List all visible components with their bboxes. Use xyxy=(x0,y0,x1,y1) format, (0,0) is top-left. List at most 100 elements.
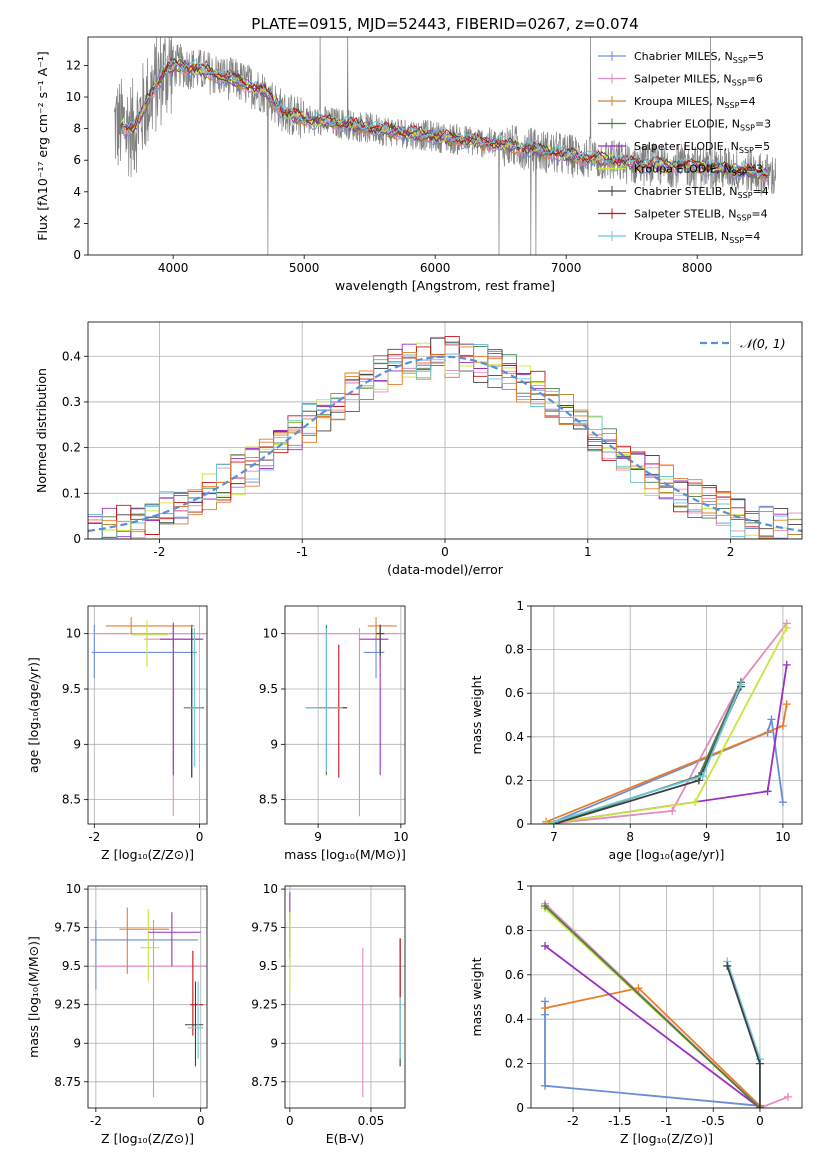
data-point xyxy=(91,624,197,678)
y-tick-label: 9 xyxy=(270,737,278,751)
weight-marker xyxy=(755,1104,764,1108)
weight-marker xyxy=(782,660,791,669)
data-point xyxy=(94,628,207,640)
legend-label: Salpeter MILES, NSSP=6 xyxy=(634,73,763,88)
x-axis-label: age [log₁₀(age/yr)] xyxy=(609,847,725,862)
y-tick-label: 0.3 xyxy=(62,395,81,409)
x-axis-label: wavelength [Angstrom, rest frame] xyxy=(335,278,555,293)
histogram-8 xyxy=(88,344,802,539)
y-tick-label: 12 xyxy=(66,58,81,72)
data-point xyxy=(367,617,397,640)
legend-label-sub: SSP xyxy=(736,214,751,223)
data-point xyxy=(90,919,199,990)
grid-lines xyxy=(531,605,802,825)
legend-label-text: Chabrier MILES, N xyxy=(634,50,733,63)
y-tick-label: 0.8 xyxy=(505,923,524,937)
data-point xyxy=(286,628,400,817)
axes-frame xyxy=(530,885,803,1109)
x-tick-label: 9 xyxy=(703,830,711,844)
data-point xyxy=(105,617,195,634)
x-tick-label: -1 xyxy=(296,545,308,559)
legend-label-text: Kroupa MILES, N xyxy=(634,95,724,108)
data-point xyxy=(131,620,169,667)
legend-label-text: Chabrier ELODIE, N xyxy=(634,118,740,131)
x-tick-label: 7 xyxy=(550,830,558,844)
legend-label-sub: SSP xyxy=(732,79,747,88)
y-tick-label: 4 xyxy=(73,185,81,199)
y-tick-label: 8.75 xyxy=(54,1075,81,1089)
x-tick-label: 10 xyxy=(775,830,790,844)
histogram-0 xyxy=(88,342,802,539)
y-tick-label: 0.8 xyxy=(505,643,524,657)
y-tick-label: 0.2 xyxy=(62,441,81,455)
y-tick-label: 8.5 xyxy=(62,793,81,807)
y-tick-label: 10 xyxy=(263,882,278,896)
weight-marker xyxy=(541,901,550,910)
legend-label: Salpeter ELODIE, NSSP=5 xyxy=(634,140,770,155)
weight-line-7 xyxy=(553,684,742,823)
legend-label: Salpeter STELIB, NSSP=4 xyxy=(634,208,768,223)
legend-label-tail: =4 xyxy=(739,95,755,108)
legend-label: Chabrier STELIB, NSSP=4 xyxy=(634,185,769,200)
panel-1: 4000 5000 6000 7000 8000 0 2 4 6 8 10 12 wavelength … xyxy=(35,15,803,293)
legend-label-sub: SSP xyxy=(724,101,739,110)
x-tick-label: -2 xyxy=(153,545,165,559)
legend-label-sub: SSP xyxy=(738,191,753,200)
data-point xyxy=(189,628,203,767)
legend-label-tail: =6 xyxy=(747,73,763,86)
weight-marker xyxy=(698,772,707,781)
y-tick-label: 0.4 xyxy=(505,730,524,744)
panel-4: 9 10 8.5 9 9.5 10 mass [log₁₀(M/M⊙)] xyxy=(259,605,409,862)
chart-title: PLATE=0915, MJD=52443, FIBERID=0267, z=0… xyxy=(251,15,638,33)
plot-area xyxy=(88,336,802,539)
model-spectrum-1 xyxy=(120,63,769,184)
legend-label-sub: SSP xyxy=(729,236,744,245)
plot-area xyxy=(91,617,207,817)
legend-label-sub: SSP xyxy=(740,124,755,133)
panel-2: -2 -1 0 1 2 0 0.1 0.2 0.3 0.4 (data-model)/error No… xyxy=(34,321,803,577)
x-tick-label: -2 xyxy=(567,1114,579,1128)
y-axis-label: Flux [fλ10⁻¹⁷ erg cm⁻² s⁻¹ A⁻¹] xyxy=(35,51,50,240)
legend-label-sub: SSP xyxy=(739,146,754,155)
y-tick-label: 9.75 xyxy=(251,921,278,935)
x-tick-label: 0 xyxy=(196,830,204,844)
weight-marker xyxy=(634,984,643,993)
legend-label: 𝒩(0, 1) xyxy=(740,336,786,351)
axes-frame xyxy=(87,36,803,256)
x-tick-label: -2 xyxy=(88,830,100,844)
data-point xyxy=(190,950,204,1036)
y-tick-label: 9.5 xyxy=(259,959,278,973)
y-tick-label: 8 xyxy=(73,122,81,136)
legend-label: Chabrier ELODIE, NSSP=3 xyxy=(634,118,771,133)
axes-frame xyxy=(87,605,208,825)
weight-marker xyxy=(668,806,677,815)
weight-line-4 xyxy=(546,664,788,824)
data-point xyxy=(148,912,201,967)
weight-marker xyxy=(763,787,772,796)
y-tick-label: 9.5 xyxy=(62,959,81,973)
x-axis-label: mass [log₁₀(M/M⊙)] xyxy=(284,847,406,862)
y-axis-label: mass [log₁₀(M/M⊙)] xyxy=(26,936,41,1058)
y-tick-label: 8.75 xyxy=(251,1075,278,1089)
weight-line-0 xyxy=(553,719,784,823)
y-axis-label: mass weight xyxy=(469,675,484,754)
x-tick-label: -2 xyxy=(90,1114,102,1128)
grid-lines xyxy=(285,886,405,1108)
x-tick-label: 8 xyxy=(626,830,634,844)
y-tick-label: 0 xyxy=(73,532,81,546)
x-tick-label: 0 xyxy=(756,1114,764,1128)
data-point xyxy=(140,909,159,982)
y-tick-label: 9 xyxy=(73,1036,81,1050)
y-tick-label: 1 xyxy=(516,879,524,893)
weight-marker xyxy=(691,798,700,807)
x-tick-label: -1.5 xyxy=(608,1114,631,1128)
x-axis-label: Z [log₁₀(Z/Z⊙)] xyxy=(620,1131,713,1146)
axes-frame xyxy=(284,885,406,1109)
data-point xyxy=(376,624,385,656)
weight-marker xyxy=(778,798,787,807)
plot-area xyxy=(541,899,792,1108)
legend-label: Kroupa ELODIE, NSSP=3 xyxy=(634,163,763,178)
legend-label-text: Salpeter MILES, N xyxy=(634,73,732,86)
y-axis-label: age [log₁₀(age/yr)] xyxy=(26,657,41,773)
